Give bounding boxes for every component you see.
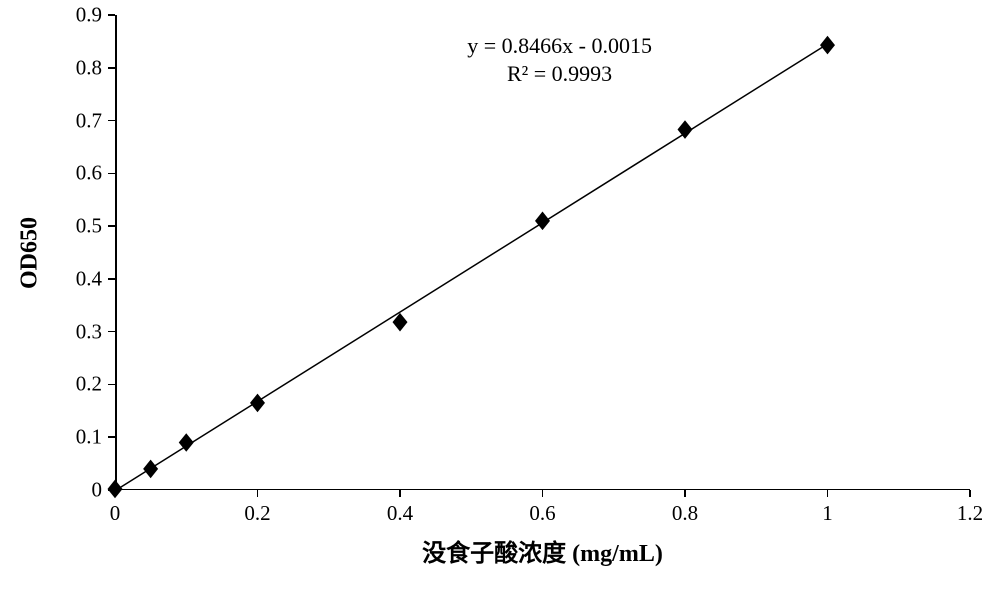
y-tick-label: 0.5 (76, 214, 102, 239)
x-tick-label: 1.2 (957, 501, 983, 526)
x-tick-label: 0.8 (672, 501, 698, 526)
data-point-icon (535, 212, 550, 231)
x-tick-label: 0.2 (244, 501, 270, 526)
y-tick (108, 331, 115, 333)
x-axis-title: 没食子酸浓度 (mg/mL) (422, 533, 663, 568)
y-tick-label: 0.4 (76, 266, 102, 291)
x-tick-label: 0 (110, 501, 121, 526)
y-tick (108, 225, 115, 227)
x-tick (114, 490, 116, 497)
y-tick-label: 0.3 (76, 319, 102, 344)
y-tick (108, 384, 115, 386)
data-point-icon (250, 394, 265, 413)
y-tick (108, 278, 115, 280)
y-tick (108, 67, 115, 69)
chart-container: 0 0.1 0.2 0.3 0.4 0.5 0.6 0.7 0.8 0.9 0 0.2 0.4 0.6 0… (0, 0, 1000, 589)
y-tick-label: 0.8 (76, 55, 102, 80)
y-tick-label: 0.6 (76, 161, 102, 186)
x-tick (257, 490, 259, 497)
y-tick (108, 173, 115, 175)
data-point-icon (143, 460, 158, 479)
data-point-icon (820, 36, 835, 55)
x-tick (827, 490, 829, 497)
y-tick (108, 14, 115, 16)
fit-line (115, 44, 828, 491)
fit-r2-text: R² = 0.9993 (507, 61, 612, 87)
y-tick (108, 120, 115, 122)
y-tick (108, 436, 115, 438)
y-tick-label: 0.7 (76, 108, 102, 133)
y-tick-label: 0 (92, 478, 103, 503)
x-tick (399, 490, 401, 497)
y-tick-label: 0.9 (76, 3, 102, 28)
fit-equation-text: y = 0.8466x - 0.0015 (467, 33, 652, 59)
x-tick-label: 1 (822, 501, 833, 526)
x-tick-label: 0.4 (387, 501, 413, 526)
x-tick-label: 0.6 (529, 501, 555, 526)
x-tick (969, 490, 971, 497)
y-tick-label: 0.1 (76, 425, 102, 450)
x-tick (684, 490, 686, 497)
x-tick (542, 490, 544, 497)
y-axis-title: OD650 (17, 217, 44, 289)
y-tick-label: 0.2 (76, 372, 102, 397)
